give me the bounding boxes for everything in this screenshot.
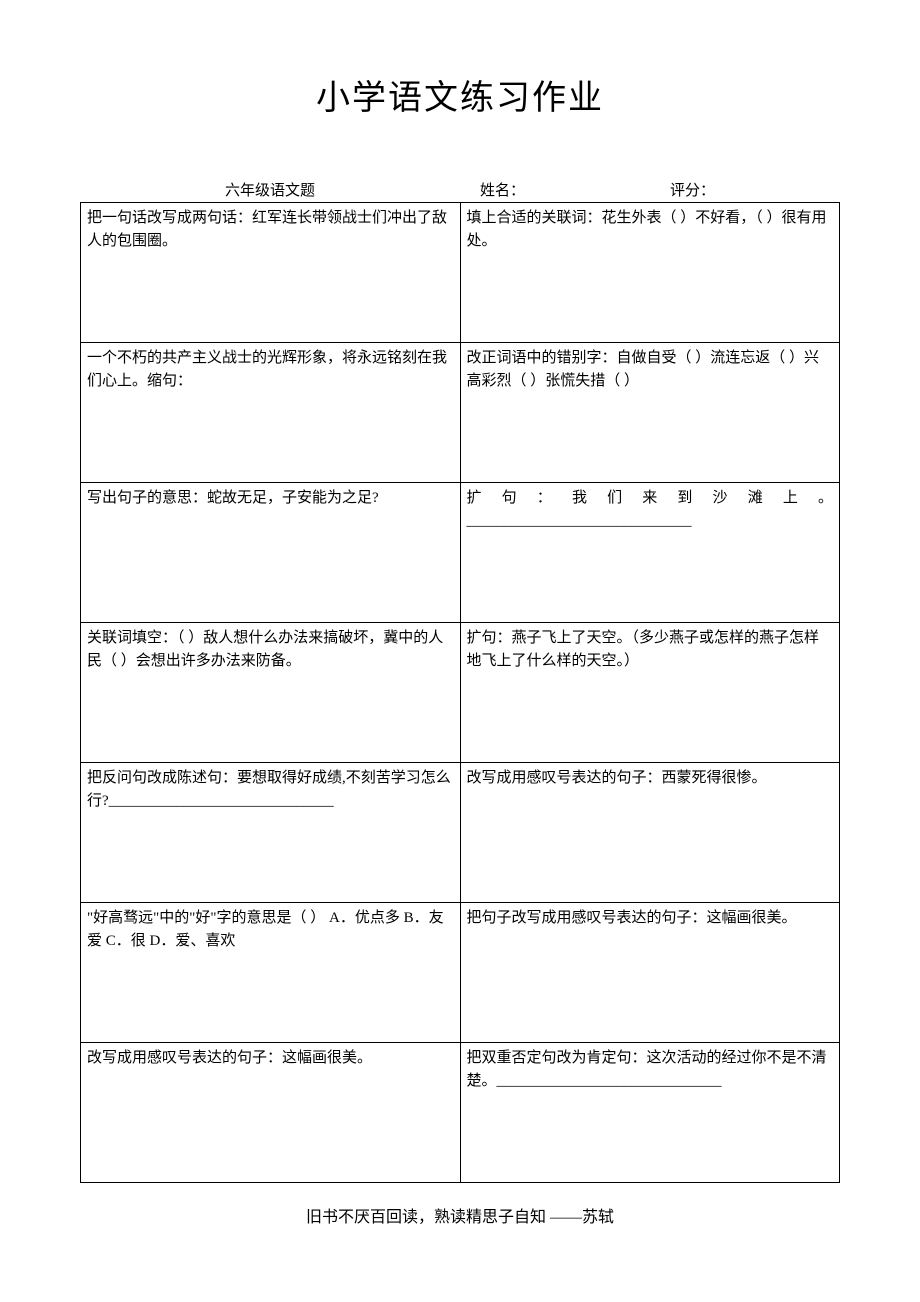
table-row: 把一句话改写成两句话：红军连长带领战士们冲出了敌人的包围圈。 填上合适的关联词：… <box>81 203 840 343</box>
table-row: 把反问句改成陈述句：要想取得好成绩,不刻苦学习怎么行?_____________… <box>81 763 840 903</box>
table-row: 一个不朽的共产主义战士的光辉形象，将永远铭刻在我们心上。缩句： 改正词语中的错别… <box>81 343 840 483</box>
cell-r5c0: "好高骛远"中的"好"字的意思是（ ） A．优点多 B．友爱 C．很 D．爱、喜… <box>81 903 461 1043</box>
cell-r6c0: 改写成用感叹号表达的句子：这幅画很美。 <box>81 1043 461 1183</box>
cell-r0c1: 填上合适的关联词：花生外表（ ）不好看，（ ）很有用处。 <box>460 203 840 343</box>
page-title: 小学语文练习作业 <box>80 70 840 119</box>
table-row: "好高骛远"中的"好"字的意思是（ ） A．优点多 B．友爱 C．很 D．爱、喜… <box>81 903 840 1043</box>
header-subject: 六年级语文题 <box>80 179 460 200</box>
cell-r2c1: 扩句：我们来到沙滩上。 ____________________________… <box>460 483 840 623</box>
table-row: 写出句子的意思：蛇故无足，子安能为之足? 扩句：我们来到沙滩上。 _______… <box>81 483 840 623</box>
footer-quote: 旧书不厌百回读，熟读精思子自知 ——苏轼 <box>80 1203 840 1227</box>
cell-r0c0: 把一句话改写成两句话：红军连长带领战士们冲出了敌人的包围圈。 <box>81 203 461 343</box>
header-row: 六年级语文题 姓名： 评分： <box>80 179 840 200</box>
header-name-label: 姓名： <box>460 179 650 200</box>
table-row: 关联词填空：（ ）敌人想什么办法来搞破坏，冀中的人民（ ）会想出许多办法来防备。… <box>81 623 840 763</box>
cell-r5c1: 把句子改写成用感叹号表达的句子：这幅画很美。 <box>460 903 840 1043</box>
cell-r2c1-line2: ______________________________ <box>467 510 834 533</box>
cell-r4c0: 把反问句改成陈述句：要想取得好成绩,不刻苦学习怎么行?_____________… <box>81 763 461 903</box>
cell-r1c0: 一个不朽的共产主义战士的光辉形象，将永远铭刻在我们心上。缩句： <box>81 343 461 483</box>
header-score-label: 评分： <box>650 179 840 200</box>
cell-r1c1: 改正词语中的错别字：自做自受（ ）流连忘返（ ）兴高彩烈（ ）张慌失措（ ） <box>460 343 840 483</box>
table-row: 改写成用感叹号表达的句子：这幅画很美。 把双重否定句改为肯定句：这次活动的经过你… <box>81 1043 840 1183</box>
cell-r3c0: 关联词填空：（ ）敌人想什么办法来搞破坏，冀中的人民（ ）会想出许多办法来防备。 <box>81 623 461 763</box>
cell-r2c1-line1: 扩句：我们来到沙滩上。 <box>467 487 834 510</box>
cell-r2c0: 写出句子的意思：蛇故无足，子安能为之足? <box>81 483 461 623</box>
worksheet-table: 把一句话改写成两句话：红军连长带领战士们冲出了敌人的包围圈。 填上合适的关联词：… <box>80 202 840 1183</box>
cell-r3c1: 扩句：燕子飞上了天空。（多少燕子或怎样的燕子怎样地飞上了什么样的天空。） <box>460 623 840 763</box>
cell-r6c1: 把双重否定句改为肯定句：这次活动的经过你不是不清楚。______________… <box>460 1043 840 1183</box>
cell-r4c1: 改写成用感叹号表达的句子：西蒙死得很惨。 <box>460 763 840 903</box>
